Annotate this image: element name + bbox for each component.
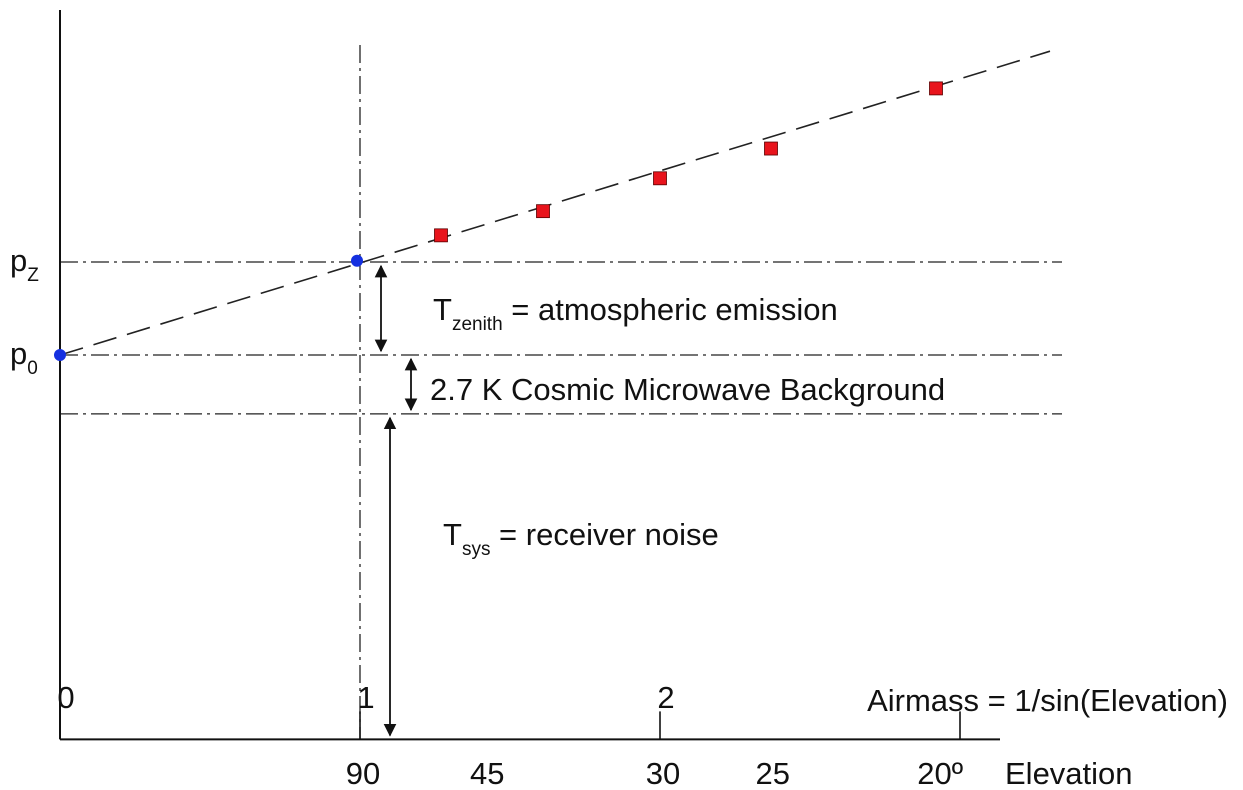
data-point-square-0 — [434, 228, 448, 243]
data-point-square-2 — [653, 171, 667, 186]
x-tick-label-1: 1 — [357, 680, 374, 715]
data-point-square-4 — [929, 81, 943, 96]
data-points — [54, 81, 943, 361]
x-axis-label: Airmass = 1/sin(Elevation) — [867, 683, 1228, 718]
elevation-tick-label-4: 20º — [917, 756, 963, 790]
chart-text: pZ p0 0 1 2 Airmass = 1/sin(Elevation) 90 45 30 2… — [10, 243, 1228, 790]
data-point-square-1 — [536, 204, 550, 219]
elevation-tick-label-2: 30 — [646, 756, 680, 790]
axes — [59, 10, 1000, 741]
fit-line-layer — [59, 50, 1051, 356]
y-tick-label-1: p0 — [10, 336, 38, 379]
data-point-circle-0 — [54, 349, 66, 361]
x-tick-label-2: 2 — [657, 680, 674, 715]
elevation-axis-label: Elevation — [1005, 756, 1133, 790]
annotation-receiver-noise: Tsys = receiver noise — [443, 517, 719, 560]
elevation-tick-label-0: 90 — [346, 756, 380, 790]
elevation-tick-label-3: 25 — [756, 756, 790, 790]
annotation-cmb: 2.7 K Cosmic Microwave Background — [430, 372, 945, 407]
elevation-tick-label-1: 45 — [470, 756, 504, 790]
annotation-atmospheric-emission: Tzenith = atmospheric emission — [433, 292, 838, 335]
y-tick-label-0: pZ — [10, 243, 39, 286]
data-point-circle-1 — [351, 254, 363, 267]
reference-lines — [60, 45, 1062, 740]
data-point-square-3 — [764, 141, 778, 156]
x-tick-label-0: 0 — [57, 680, 74, 715]
bracket-arrows — [374, 264, 418, 737]
fit-line — [59, 50, 1051, 356]
